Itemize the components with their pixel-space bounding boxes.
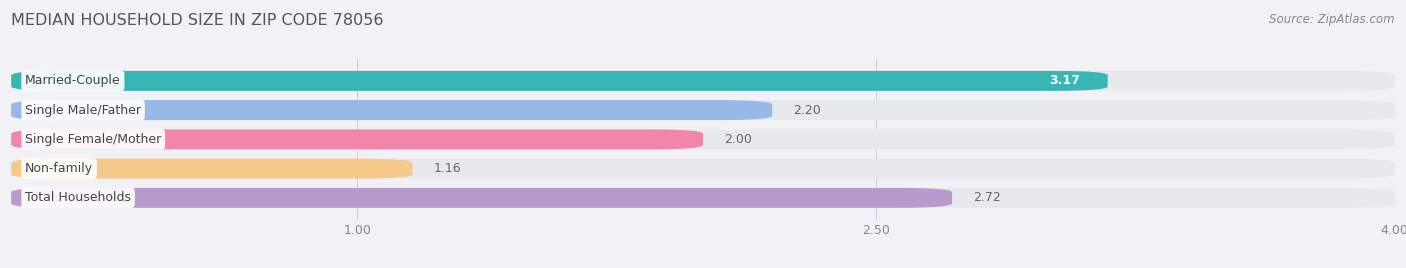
Text: Single Female/Mother: Single Female/Mother: [25, 133, 162, 146]
FancyBboxPatch shape: [11, 71, 1108, 91]
FancyBboxPatch shape: [11, 100, 1395, 120]
Text: 2.00: 2.00: [724, 133, 752, 146]
Text: 1.16: 1.16: [433, 162, 461, 175]
Text: Non-family: Non-family: [25, 162, 93, 175]
Text: 2.20: 2.20: [793, 104, 821, 117]
FancyBboxPatch shape: [11, 129, 703, 149]
FancyBboxPatch shape: [11, 188, 952, 208]
FancyBboxPatch shape: [11, 129, 1395, 149]
FancyBboxPatch shape: [11, 159, 412, 178]
Text: Married-Couple: Married-Couple: [25, 75, 121, 87]
FancyBboxPatch shape: [11, 188, 1395, 208]
Text: MEDIAN HOUSEHOLD SIZE IN ZIP CODE 78056: MEDIAN HOUSEHOLD SIZE IN ZIP CODE 78056: [11, 13, 384, 28]
Text: 3.17: 3.17: [1049, 75, 1080, 87]
FancyBboxPatch shape: [11, 71, 1395, 91]
Text: Total Households: Total Households: [25, 191, 131, 204]
FancyBboxPatch shape: [11, 159, 1395, 178]
Text: Source: ZipAtlas.com: Source: ZipAtlas.com: [1270, 13, 1395, 27]
Text: 2.72: 2.72: [973, 191, 1001, 204]
Text: Single Male/Father: Single Male/Father: [25, 104, 141, 117]
FancyBboxPatch shape: [11, 100, 772, 120]
